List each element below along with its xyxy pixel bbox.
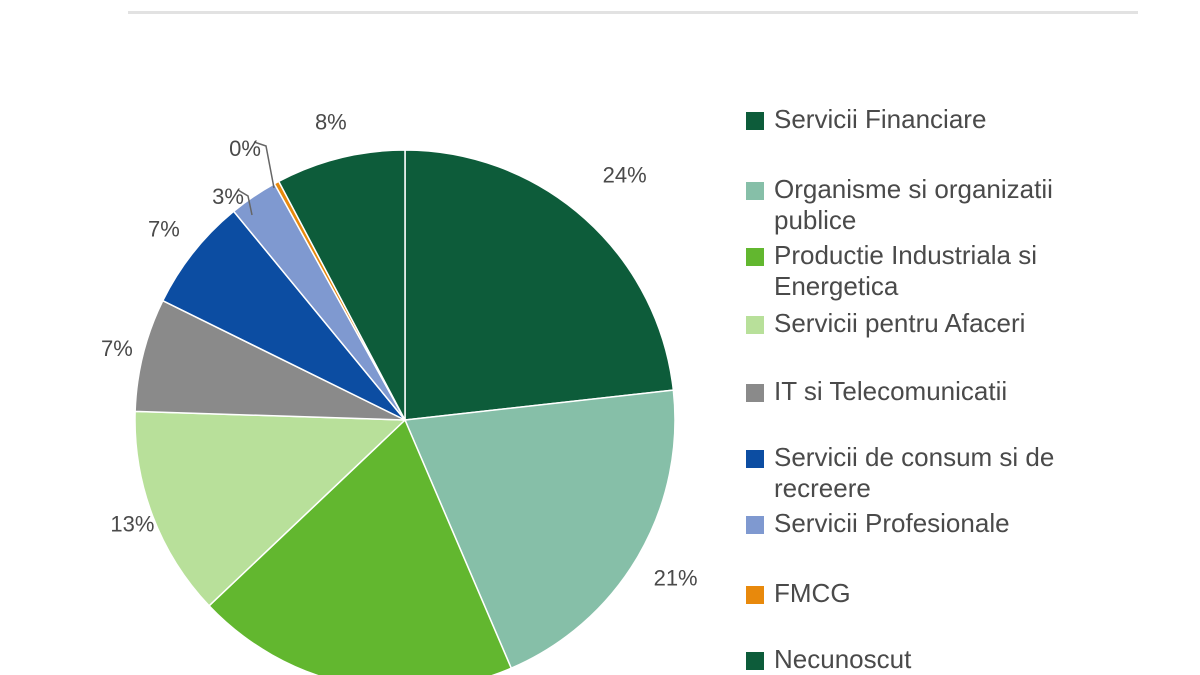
pie-slice-4 bbox=[134, 299, 406, 421]
slice-label-4: 7% bbox=[101, 336, 133, 361]
pie-slice-2 bbox=[208, 418, 513, 675]
legend-label: Servicii Financiare bbox=[774, 104, 987, 134]
pie-chart: 24% 21% 13% 7% 7% 3% 0% 8% bbox=[101, 109, 698, 675]
legend-swatch bbox=[746, 248, 764, 266]
pie-slice-3 bbox=[134, 410, 407, 607]
legend-label: Servicii Profesionale bbox=[774, 508, 1010, 538]
legend-swatch bbox=[746, 384, 764, 402]
legend-item-servicii-profesionale: Servicii Profesionale bbox=[746, 508, 1114, 539]
legend-item-productie-industriala: Productie Industriala si Energetica bbox=[746, 240, 1114, 302]
legend-label: IT si Telecomunicatii bbox=[774, 376, 1008, 406]
pie-slice-5 bbox=[161, 210, 406, 421]
slice-label-6: 3% bbox=[212, 184, 244, 209]
legend-swatch bbox=[746, 516, 764, 534]
slice-label-0: 24% bbox=[603, 163, 647, 188]
legend-label: Servicii pentru Afaceri bbox=[774, 308, 1026, 338]
legend-label: Necunoscut bbox=[774, 644, 912, 674]
legend-swatch bbox=[746, 586, 764, 604]
legend-swatch bbox=[746, 112, 764, 130]
legend-item-organisme-publice: Organisme si organizatii publice bbox=[746, 174, 1114, 236]
legend-swatch bbox=[746, 450, 764, 468]
slice-label-3: 13% bbox=[110, 512, 154, 537]
legend-label: Organisme si organizatii publice bbox=[774, 174, 1053, 235]
legend-swatch bbox=[746, 182, 764, 200]
slice-label-5: 7% bbox=[148, 217, 180, 242]
leader-line-6 bbox=[237, 189, 253, 216]
top-divider bbox=[128, 11, 1138, 14]
legend-item-servicii-afaceri: Servicii pentru Afaceri bbox=[746, 308, 1114, 339]
legend-item-servicii-consum: Servicii de consum si de recreere bbox=[746, 442, 1114, 504]
slice-label-1: 21% bbox=[654, 566, 698, 591]
pie-slice-8 bbox=[277, 149, 406, 421]
legend-label: Servicii de consum si de recreere bbox=[774, 442, 1055, 503]
legend-item-servicii-financiare: Servicii Financiare bbox=[746, 104, 1114, 135]
legend-label: Productie Industriala si Energetica bbox=[774, 240, 1038, 301]
legend-swatch bbox=[746, 652, 764, 670]
slice-label-8: 8% bbox=[315, 109, 347, 134]
pie-slice-1 bbox=[403, 389, 676, 670]
legend-label: FMCG bbox=[774, 578, 851, 608]
pie-slice-0 bbox=[404, 149, 675, 421]
legend-item-fmcg: FMCG bbox=[746, 578, 1114, 609]
leader-line-7 bbox=[253, 141, 275, 189]
legend-swatch bbox=[746, 316, 764, 334]
legend-item-necunoscut: Necunoscut bbox=[746, 644, 1114, 675]
slice-label-7: 0% bbox=[229, 136, 261, 161]
legend-item-it-telecomunicatii: IT si Telecomunicatii bbox=[746, 376, 1114, 407]
